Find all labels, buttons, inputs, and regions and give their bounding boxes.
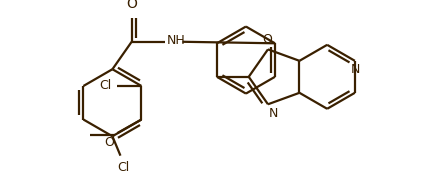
Text: NH: NH	[166, 34, 185, 47]
Text: N: N	[269, 107, 278, 120]
Text: Cl: Cl	[100, 79, 112, 92]
Text: Cl: Cl	[117, 161, 130, 174]
Text: O: O	[126, 0, 137, 11]
Text: O: O	[262, 33, 272, 46]
Text: N: N	[351, 63, 360, 76]
Text: O: O	[104, 136, 114, 149]
